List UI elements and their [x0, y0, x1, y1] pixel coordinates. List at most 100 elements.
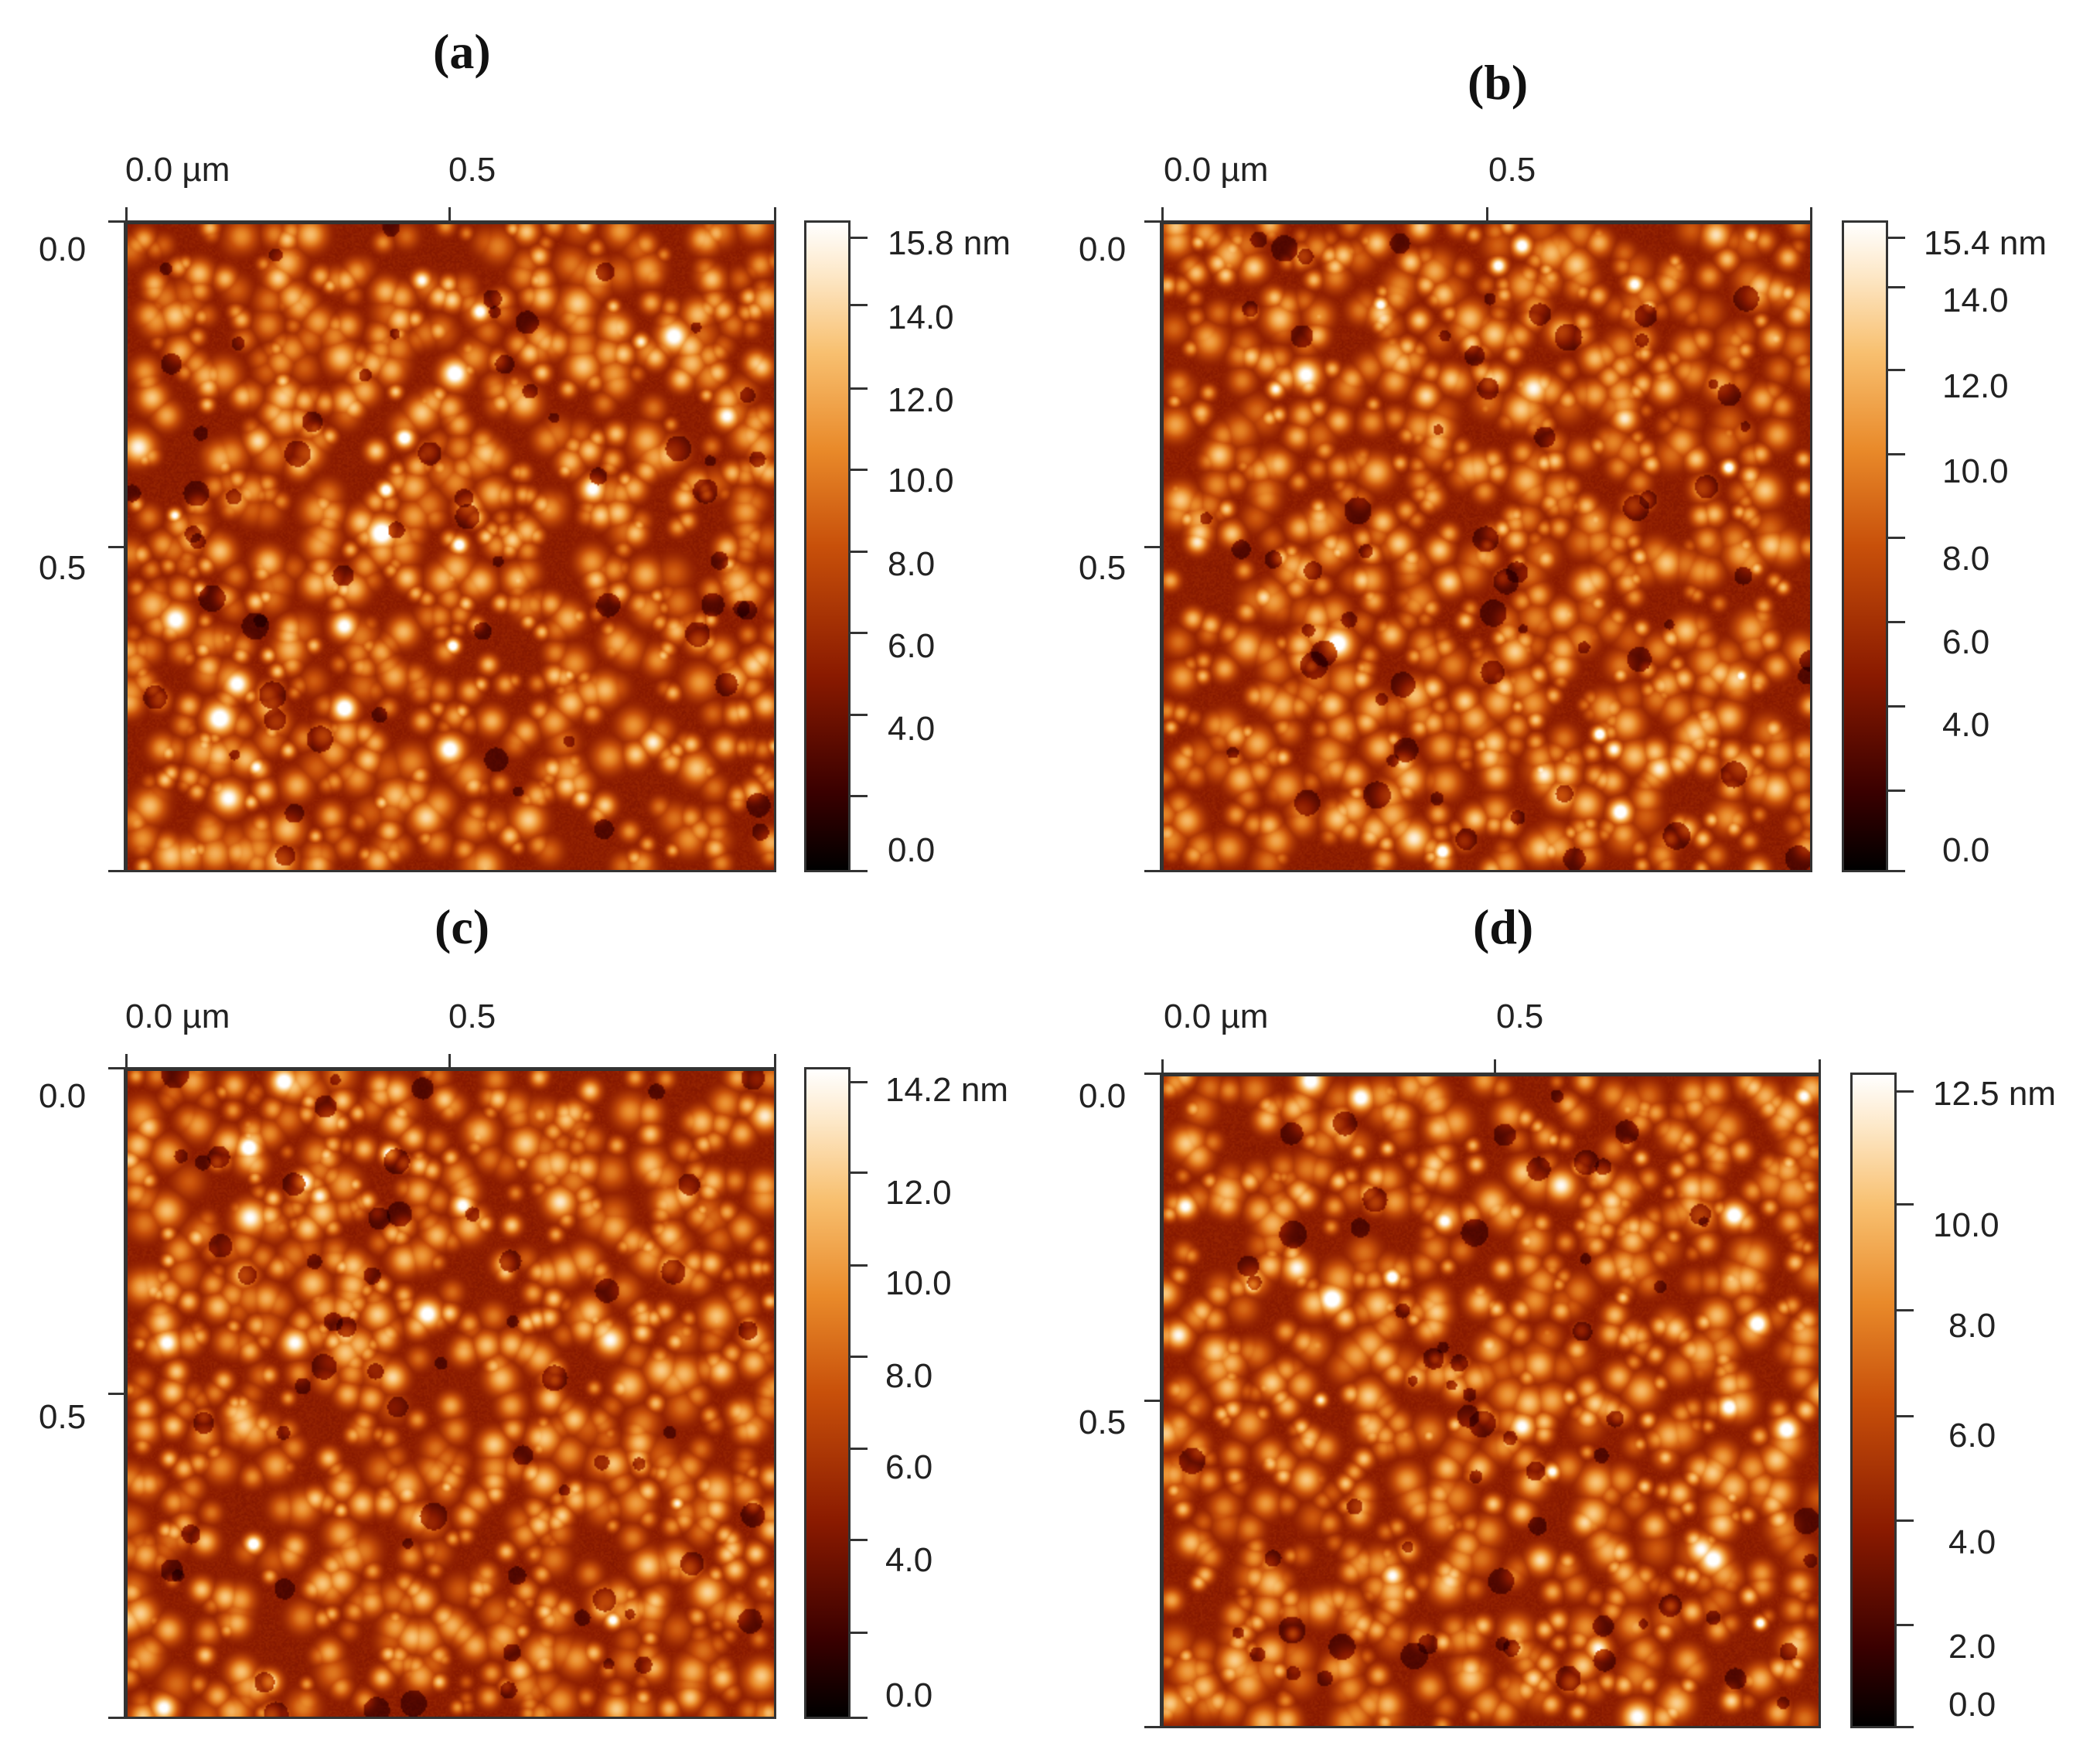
- y-axis-origin-label: 0.0: [1079, 1077, 1127, 1115]
- panel-label: (c): [435, 899, 490, 954]
- afm-height-map: [125, 222, 776, 872]
- colorbar-label-1: 8.0: [1948, 1307, 1996, 1345]
- afm-height-map: [125, 1069, 776, 1719]
- x-tick-mid: [1494, 1059, 1496, 1075]
- colorbar-label-6: 0.0: [1942, 831, 1990, 869]
- x-tick-mid: [1486, 207, 1488, 223]
- colorbar-tick: [1888, 453, 1905, 455]
- y-axis-mid-label: 0.5: [1079, 1403, 1127, 1441]
- y-tick-end: [108, 1717, 125, 1719]
- colorbar-tick: [1897, 1415, 1914, 1417]
- colorbar-label-5: 4.0: [1942, 706, 1990, 744]
- x-tick-0: [1161, 207, 1164, 223]
- colorbar-tick: [851, 1632, 868, 1634]
- colorbar-tick: [851, 1539, 868, 1541]
- x-tick-mid: [448, 1054, 451, 1069]
- colorbar-tick: [1888, 537, 1905, 539]
- colorbar-tick: [1888, 286, 1905, 288]
- x-axis-line: [125, 1067, 776, 1069]
- colorbar-label-3: 8.0: [1942, 540, 1990, 578]
- colorbar-tick: [851, 551, 868, 553]
- x-axis-line: [1161, 1073, 1821, 1075]
- colorbar-tick: [1897, 1309, 1914, 1311]
- y-tick-mid: [108, 546, 125, 548]
- colorbar-label-4: 2.0: [1948, 1628, 1996, 1666]
- x-axis-origin-label: 0.0 µm: [1164, 151, 1269, 189]
- colorbar-tick: [1888, 369, 1905, 371]
- x-axis-origin-label: 0.0 µm: [1164, 998, 1269, 1035]
- afm-height-map-canvas: [128, 1071, 774, 1717]
- colorbar-label-6: 0.0: [888, 831, 936, 869]
- colorbar-tick: [851, 237, 868, 239]
- x-axis-mid-label: 0.5: [1496, 998, 1544, 1035]
- colorbar-tick: [1888, 621, 1905, 623]
- y-tick-end: [1144, 870, 1161, 872]
- colorbar-label-3: 6.0: [885, 1448, 933, 1486]
- y-axis-mid-label: 0.5: [39, 1398, 87, 1436]
- colorbar-tick: [851, 387, 868, 390]
- colorbar-label-1: 12.0: [1942, 367, 2009, 405]
- x-tick-0: [125, 207, 128, 223]
- colorbar-tick: [1897, 1090, 1914, 1093]
- colorbar-label-4: 4.0: [885, 1541, 933, 1579]
- y-tick-0: [108, 1067, 125, 1069]
- colorbar-tick: [851, 870, 868, 872]
- y-tick-end: [1144, 1726, 1161, 1728]
- y-tick-0: [1144, 1073, 1161, 1075]
- afm-height-map: [1161, 1074, 1821, 1728]
- colorbar-label-5: 0.0: [1948, 1686, 1996, 1724]
- colorbar-label-0: 14.0: [888, 298, 954, 336]
- x-tick-0: [125, 1054, 128, 1069]
- y-tick-mid: [1144, 1400, 1161, 1402]
- colorbar: [804, 220, 851, 872]
- colorbar-tick: [851, 1448, 868, 1450]
- y-axis-origin-label: 0.0: [39, 1077, 87, 1115]
- colorbar-label-3: 4.0: [1948, 1523, 1996, 1561]
- y-tick-0: [1144, 220, 1161, 223]
- y-axis-mid-label: 0.5: [1079, 549, 1127, 587]
- colorbar-label-2: 10.0: [888, 462, 954, 500]
- x-tick-end: [774, 207, 776, 223]
- colorbar-tick: [851, 795, 868, 797]
- colorbar-label-1: 10.0: [885, 1264, 952, 1302]
- colorbar-label-0: 12.0: [885, 1174, 952, 1212]
- panel-label: (a): [433, 24, 491, 79]
- colorbar-max-label: 12.5 nm: [1933, 1075, 2056, 1113]
- afm-height-map-canvas: [128, 224, 774, 870]
- y-tick-mid: [108, 1393, 125, 1395]
- colorbar-label-5: 0.0: [885, 1676, 933, 1714]
- colorbar-label-4: 6.0: [888, 627, 936, 665]
- y-axis-origin-label: 0.0: [39, 230, 87, 268]
- y-tick-end: [108, 870, 125, 872]
- colorbar-label-1: 12.0: [888, 381, 954, 419]
- colorbar-tick: [851, 1081, 868, 1083]
- colorbar-label-0: 14.0: [1942, 281, 2009, 319]
- colorbar-label-3: 8.0: [888, 545, 936, 583]
- colorbar-label-2: 8.0: [885, 1357, 933, 1395]
- colorbar-tick: [851, 1356, 868, 1358]
- colorbar-label-4: 6.0: [1942, 623, 1990, 661]
- x-tick-end: [1819, 1059, 1821, 1075]
- afm-height-map: [1161, 222, 1812, 872]
- x-axis-origin-label: 0.0 µm: [125, 998, 230, 1035]
- x-axis-mid-label: 0.5: [1488, 151, 1536, 189]
- colorbar-tick: [1888, 790, 1905, 792]
- colorbar-tick: [851, 1264, 868, 1267]
- colorbar-tick: [1888, 237, 1905, 239]
- y-tick-mid: [1144, 546, 1161, 548]
- colorbar-tick: [1897, 1726, 1914, 1728]
- colorbar: [1850, 1073, 1897, 1728]
- colorbar: [804, 1067, 851, 1719]
- colorbar-label-5: 4.0: [888, 710, 936, 748]
- colorbar-tick: [851, 714, 868, 716]
- colorbar: [1842, 220, 1888, 872]
- colorbar-tick: [851, 469, 868, 471]
- colorbar-tick: [1888, 705, 1905, 708]
- colorbar-max-label: 15.4 nm: [1924, 224, 2047, 262]
- afm-height-map-canvas: [1164, 1076, 1819, 1726]
- x-tick-0: [1161, 1059, 1164, 1075]
- colorbar-tick: [851, 304, 868, 306]
- colorbar-tick: [851, 632, 868, 634]
- colorbar-max-label: 14.2 nm: [885, 1071, 1008, 1109]
- y-tick-0: [108, 220, 125, 223]
